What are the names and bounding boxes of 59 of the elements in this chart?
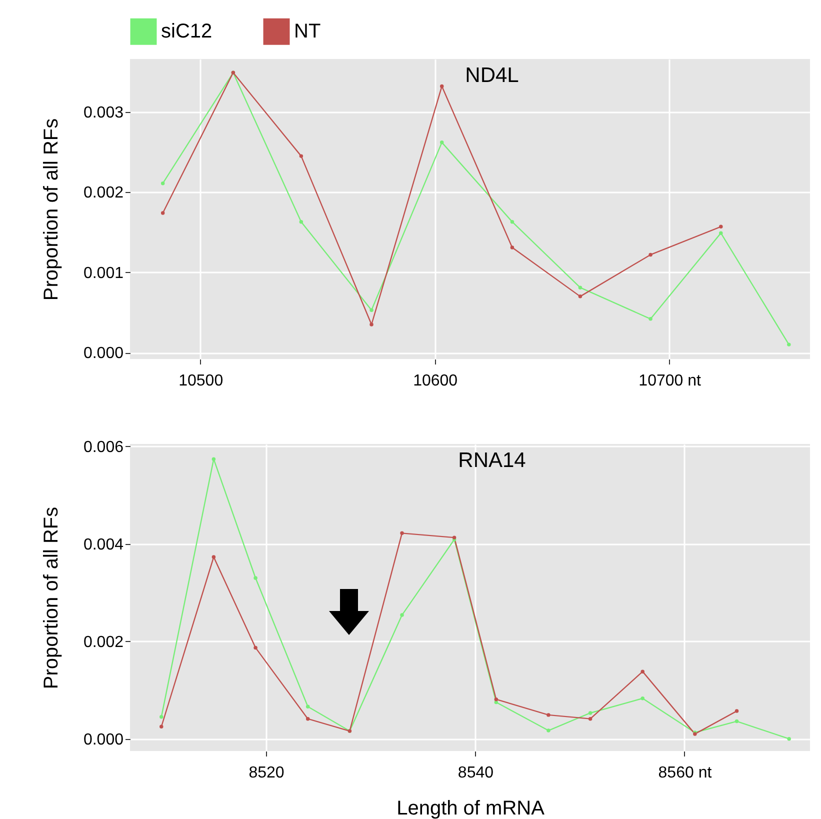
y-tick-label: 0.004: [83, 536, 124, 554]
x-tick-label: 8560 nt: [658, 764, 712, 782]
point: [648, 252, 652, 257]
point: [510, 246, 514, 250]
point: [160, 181, 165, 186]
point: [440, 140, 444, 144]
point: [588, 716, 592, 721]
y-axis-title: Proportion of all RFs: [40, 506, 62, 690]
point: [719, 231, 723, 235]
y-tick-label: 0.000: [83, 731, 124, 748]
x-tick-label: 8540: [458, 764, 494, 782]
point: [370, 322, 374, 326]
point: [160, 211, 165, 215]
y-tick-label: 0.002: [83, 184, 124, 202]
point: [254, 576, 258, 580]
y-axis-title: Proportion of all RFs: [40, 118, 62, 301]
point: [640, 696, 644, 700]
point: [734, 719, 739, 724]
legend-label: NT: [294, 20, 321, 43]
chart-title: ND4L: [465, 64, 519, 87]
point: [212, 457, 216, 461]
point: [546, 728, 550, 732]
point: [254, 646, 258, 650]
point: [510, 220, 514, 224]
point: [494, 700, 498, 704]
point: [299, 154, 304, 158]
point: [578, 294, 582, 298]
point: [160, 724, 164, 728]
x-tick-label: 10700 nt: [638, 372, 702, 390]
point: [400, 613, 404, 617]
point: [212, 555, 216, 559]
point: [719, 224, 723, 229]
point: [370, 308, 374, 312]
point: [546, 713, 550, 717]
point: [299, 220, 304, 224]
point: [306, 716, 310, 721]
x-tick-label: 8520: [248, 764, 284, 782]
point: [494, 697, 498, 702]
point: [578, 286, 582, 290]
legend-label: siC12: [161, 20, 212, 43]
point: [640, 670, 644, 674]
x-tick-label: 10500: [178, 372, 224, 390]
point: [160, 715, 164, 719]
y-tick-label: 0.001: [83, 264, 124, 282]
x-tick-label: 10600: [413, 372, 458, 390]
chart-title: RNA14: [458, 449, 526, 472]
point: [440, 84, 444, 88]
point: [787, 736, 791, 741]
point: [306, 704, 310, 709]
y-tick-label: 0.006: [83, 438, 124, 456]
point: [588, 711, 592, 715]
point: [400, 531, 404, 536]
point: [734, 709, 739, 713]
x-axis-title: Length of mRNA: [396, 798, 546, 819]
y-tick-label: 0.002: [83, 634, 124, 651]
y-tick-label: 0.003: [83, 104, 124, 122]
point: [648, 317, 652, 321]
point: [787, 342, 791, 346]
y-tick-label: 0.000: [83, 345, 124, 362]
